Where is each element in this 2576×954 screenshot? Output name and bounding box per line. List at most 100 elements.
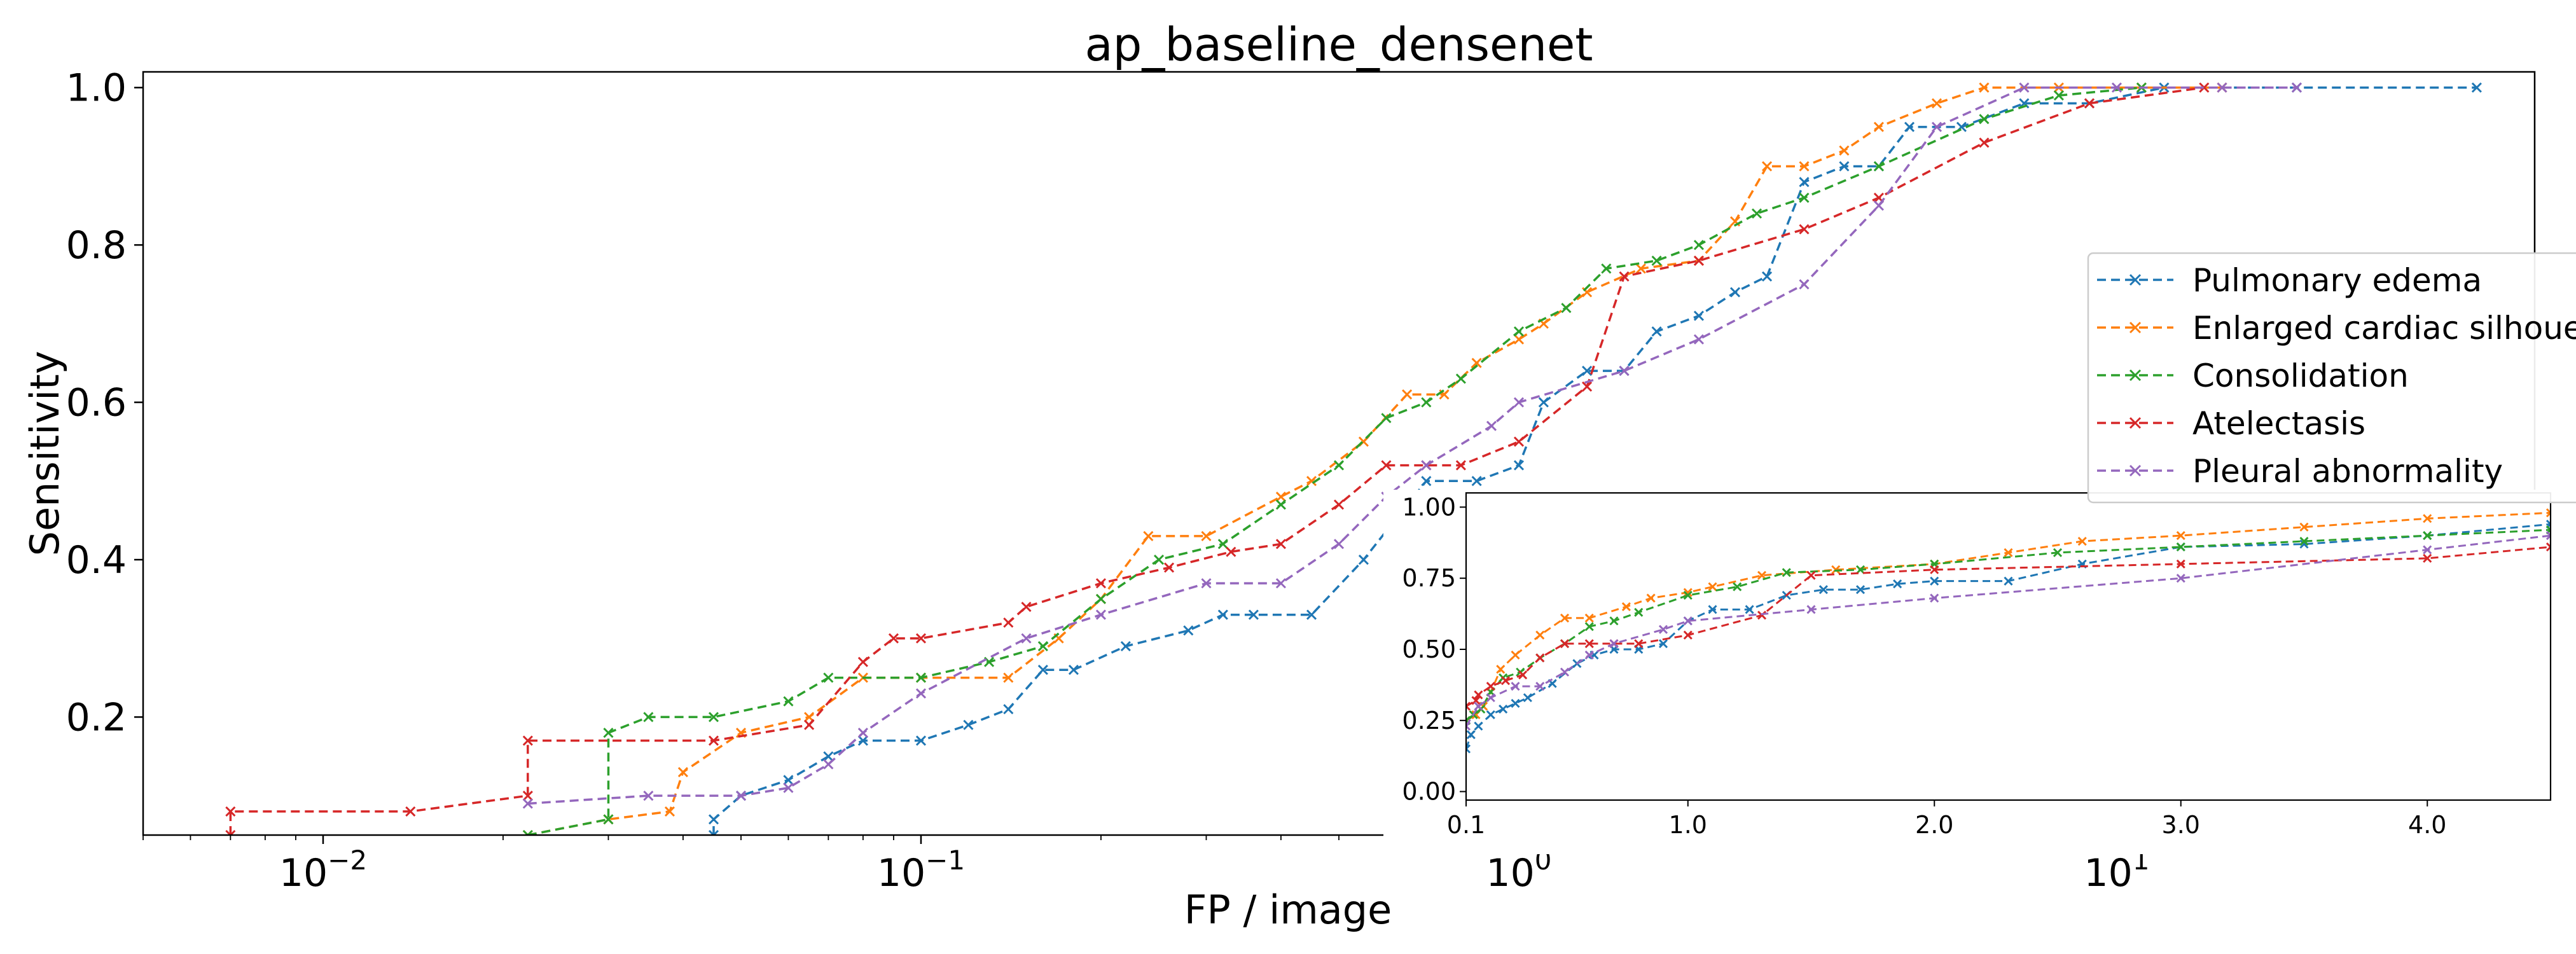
chart-title: ap_baseline_densenet xyxy=(1085,18,1593,71)
inset-data-point xyxy=(1831,565,1841,574)
inset-data-point xyxy=(1535,630,1545,640)
data-point xyxy=(522,829,533,835)
inset-data-point xyxy=(1560,639,1570,649)
data-point xyxy=(2199,82,2210,93)
inset-data-point xyxy=(1471,696,1481,705)
x-tick-label: 10−1 xyxy=(877,845,965,895)
data-point xyxy=(1226,546,1236,557)
inset-data-point xyxy=(1584,650,1594,660)
inset-x-tick-label: 2.0 xyxy=(1915,811,1953,839)
legend-item-enlarged-cardiac-silhouette: Enlarged cardiac silhouette xyxy=(2097,310,2576,347)
data-point xyxy=(1021,633,1032,644)
inset-data-point xyxy=(1708,582,1717,591)
data-point xyxy=(708,735,719,746)
inset-data-point xyxy=(1733,582,1742,591)
inset-y-tick-label: 0.25 xyxy=(1402,707,1456,735)
data-point xyxy=(522,791,533,801)
data-point xyxy=(2084,98,2095,109)
data-point xyxy=(1003,704,1014,715)
data-point xyxy=(1513,436,1525,447)
data-point xyxy=(643,712,654,722)
inset-data-point xyxy=(1499,704,1508,714)
inset-data-point xyxy=(1500,676,1511,686)
inset-data-point xyxy=(1486,693,1495,703)
inset-data-point xyxy=(1466,730,1476,740)
legend-label: Atelectasis xyxy=(2192,405,2365,442)
inset-data-point xyxy=(2077,536,2087,546)
series-atelectasis xyxy=(225,82,2210,835)
inset-y-tick-label: 0.50 xyxy=(1402,635,1456,663)
legend-box xyxy=(2087,252,2576,504)
inset-data-point xyxy=(1486,710,1495,719)
data-point xyxy=(1839,161,1850,172)
legend-item-pleural-abnormality: Pleural abnormality xyxy=(2097,453,2503,490)
inset-data-point xyxy=(2423,553,2432,563)
data-point xyxy=(1095,593,1106,604)
legend-item-consolidation: Consolidation xyxy=(2097,357,2409,394)
y-tick-label: 0.6 xyxy=(66,381,127,425)
inset-data-point xyxy=(1474,721,1483,731)
legend-item-pulmonary-edema: Pulmonary edema xyxy=(2097,262,2482,299)
data-point xyxy=(1873,121,1884,132)
legend: Pulmonary edema Enlarged cardiac silhouet… xyxy=(2087,252,2576,504)
inset-data-point xyxy=(2176,559,2185,569)
data-point xyxy=(783,782,794,793)
legend-marker xyxy=(2129,321,2142,334)
data-point xyxy=(783,775,794,785)
y-tick-label: 0.2 xyxy=(66,695,127,740)
inset-series-atelectasis xyxy=(1466,542,2551,711)
inset-x-tick-label: 1.0 xyxy=(1669,811,1707,839)
data-point xyxy=(1003,672,1014,683)
x-axis-label: FP / image xyxy=(1184,887,1392,933)
inset-x-tick-label: 0.1 xyxy=(1447,811,1485,839)
inset-data-point xyxy=(1745,605,1754,614)
y-tick-label: 1.0 xyxy=(66,66,127,111)
data-point xyxy=(225,806,236,817)
data-point xyxy=(823,759,834,770)
data-point xyxy=(1561,303,1572,314)
inset-data-point xyxy=(1560,667,1570,677)
inset-data-point xyxy=(1634,607,1644,617)
inset-data-point xyxy=(1560,613,1570,623)
data-point xyxy=(1143,530,1154,541)
data-point xyxy=(1873,161,1884,172)
inset-data-point xyxy=(1893,579,1902,589)
data-point xyxy=(1021,602,1032,612)
data-point xyxy=(1513,334,1525,345)
data-point xyxy=(1799,192,1810,203)
data-point xyxy=(1248,609,1259,620)
series-line xyxy=(712,86,2477,835)
inset-data-point xyxy=(1646,593,1656,603)
data-point xyxy=(857,728,868,738)
data-point xyxy=(915,672,927,683)
data-point xyxy=(1693,334,1704,345)
data-point xyxy=(1217,609,1228,620)
data-point xyxy=(1729,287,1741,298)
data-point xyxy=(1904,121,1915,132)
inset-frame xyxy=(1465,492,2552,801)
inset-data-point xyxy=(1609,639,1619,649)
data-point xyxy=(915,633,927,644)
inset-data-point xyxy=(1818,584,1828,595)
inset-data-point xyxy=(2004,576,2013,586)
legend-marker xyxy=(2129,273,2142,286)
data-point xyxy=(1275,491,1286,502)
inset-data-point xyxy=(1683,616,1693,626)
inset-plot: 0.00 0.25 0.50 0.75 1.00 0.1 1.0 2.0 3.0 4.0 xyxy=(1383,490,2563,854)
data-point xyxy=(1651,255,1662,266)
data-point xyxy=(783,696,794,707)
data-point xyxy=(664,806,675,817)
inset-data-point xyxy=(1683,588,1693,597)
inset-data-point xyxy=(1535,682,1545,691)
data-point xyxy=(522,798,533,809)
data-point xyxy=(2111,82,2122,93)
inset-data-point xyxy=(2423,514,2432,523)
data-point xyxy=(2217,82,2227,93)
data-point xyxy=(1381,460,1392,471)
inset-data-point xyxy=(1511,650,1520,660)
data-point xyxy=(1619,271,1630,282)
data-point xyxy=(603,814,614,825)
data-point xyxy=(1761,161,1773,172)
legend-label: Consolidation xyxy=(2192,357,2409,394)
inset-data-point xyxy=(2053,548,2063,557)
